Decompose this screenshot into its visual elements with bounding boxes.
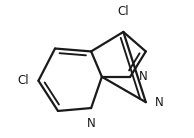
- Text: N: N: [87, 117, 95, 130]
- Text: N: N: [155, 96, 163, 109]
- Text: N: N: [139, 70, 148, 83]
- Text: Cl: Cl: [118, 5, 129, 18]
- Text: Cl: Cl: [17, 74, 29, 87]
